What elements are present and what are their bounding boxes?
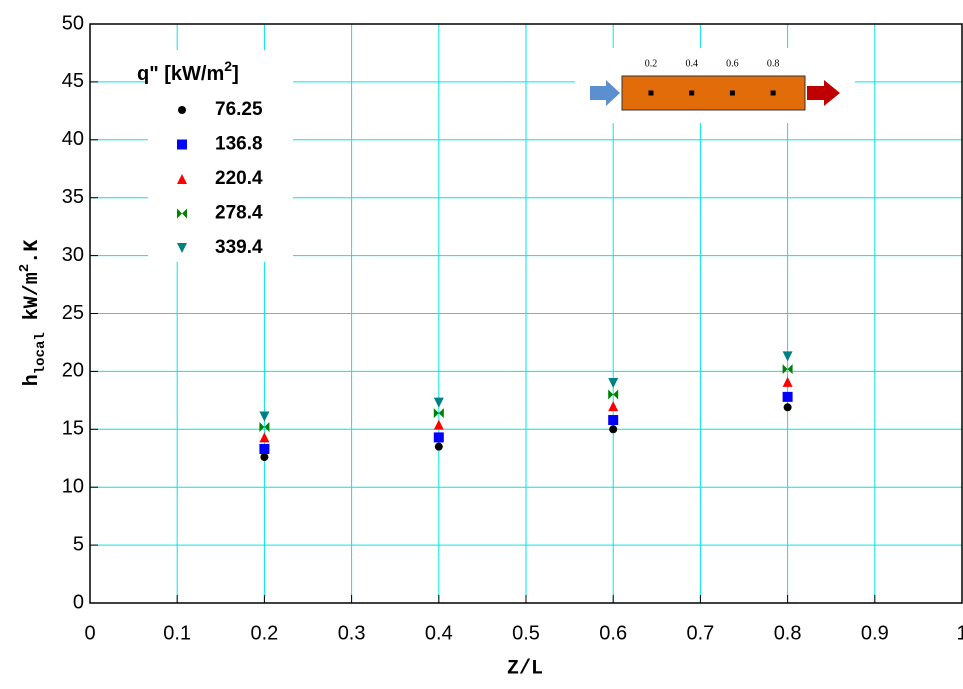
legend-label: 220.4 [215, 168, 263, 189]
inset-point [770, 90, 776, 96]
legend-marker [177, 208, 187, 219]
legend-title: q" [kW/m2] [137, 58, 239, 86]
y-tick-label: 25 [62, 302, 84, 324]
data-point [433, 397, 444, 408]
x-axis-label: Z/L [507, 657, 543, 680]
x-tick-label: 0.7 [686, 622, 714, 644]
y-tick-label: 20 [62, 360, 84, 382]
data-point [259, 421, 270, 432]
inlet-arrow [590, 80, 620, 106]
y-tick-label: 30 [62, 244, 84, 266]
y-label-sup: 2 [17, 264, 33, 272]
y-tick-label: 15 [62, 418, 84, 440]
legend-marker [177, 243, 187, 253]
legend-label: 76.25 [215, 99, 263, 120]
legend-label: 136.8 [215, 134, 263, 155]
data-point [782, 391, 793, 402]
data-point [259, 411, 270, 422]
data-point [782, 376, 793, 387]
legend-title-part: q" [kW/m [137, 63, 224, 85]
x-tick-label: 0 [84, 622, 95, 644]
outlet-arrow [807, 80, 840, 106]
inset-diagram [590, 75, 840, 111]
inset-point [729, 90, 735, 96]
x-tick-label: 0.3 [338, 622, 366, 644]
y-label-part: kW/m [21, 272, 44, 332]
x-tick-label: 0.4 [425, 622, 453, 644]
x-tick-label: 0.8 [774, 622, 802, 644]
y-tick-label: 40 [62, 128, 84, 150]
x-tick-label: 0.9 [861, 622, 889, 644]
data-point [260, 453, 269, 462]
legend-marker [177, 174, 187, 184]
inset-label: 0.6 [726, 58, 739, 69]
legend-marker [178, 106, 186, 114]
x-tick-label: 0.5 [512, 622, 540, 644]
x-tick-label: 0.6 [599, 622, 627, 644]
y-tick-label: 5 [73, 533, 84, 555]
y-label-sub: local [33, 332, 49, 374]
inset-label: 0.4 [685, 58, 698, 69]
legend-title-sup: 2 [224, 58, 232, 74]
data-point [608, 377, 619, 388]
legend-label: 278.4 [215, 203, 263, 224]
data-point [609, 425, 618, 434]
data-point [783, 403, 792, 412]
inset-point [689, 90, 695, 96]
legend-background [148, 50, 293, 262]
y-tick-label: 10 [62, 475, 84, 497]
legend-label: 339.4 [215, 237, 263, 258]
inset-label: 0.8 [767, 58, 780, 69]
plot-frame [89, 23, 963, 604]
legend-title-part: ] [232, 63, 239, 85]
data-point [259, 443, 270, 454]
x-tick-label: 0.2 [250, 622, 278, 644]
data-point [782, 351, 793, 362]
y-tick-label: 35 [62, 186, 84, 208]
data-point [433, 408, 444, 419]
data-point [608, 415, 619, 426]
y-label-part: h [21, 374, 44, 386]
legend-marker [177, 139, 187, 150]
inset-point [648, 90, 654, 96]
x-tick-label: 1 [956, 622, 963, 644]
y-tick-label: 45 [62, 70, 84, 92]
y-tick-label: 50 [62, 12, 84, 34]
data-point [433, 432, 444, 443]
x-tick-label: 0.1 [163, 622, 191, 644]
data-point [608, 401, 619, 412]
data-point [259, 432, 270, 443]
y-tick-label: 0 [73, 591, 84, 613]
data-point [434, 442, 443, 451]
inset-label: 0.2 [645, 58, 658, 69]
data-point [433, 419, 444, 430]
data-point [782, 364, 793, 375]
y-axis-label: hlocal kW/m2.K [17, 240, 49, 386]
y-label-part: .K [21, 240, 44, 264]
data-point [608, 389, 619, 400]
